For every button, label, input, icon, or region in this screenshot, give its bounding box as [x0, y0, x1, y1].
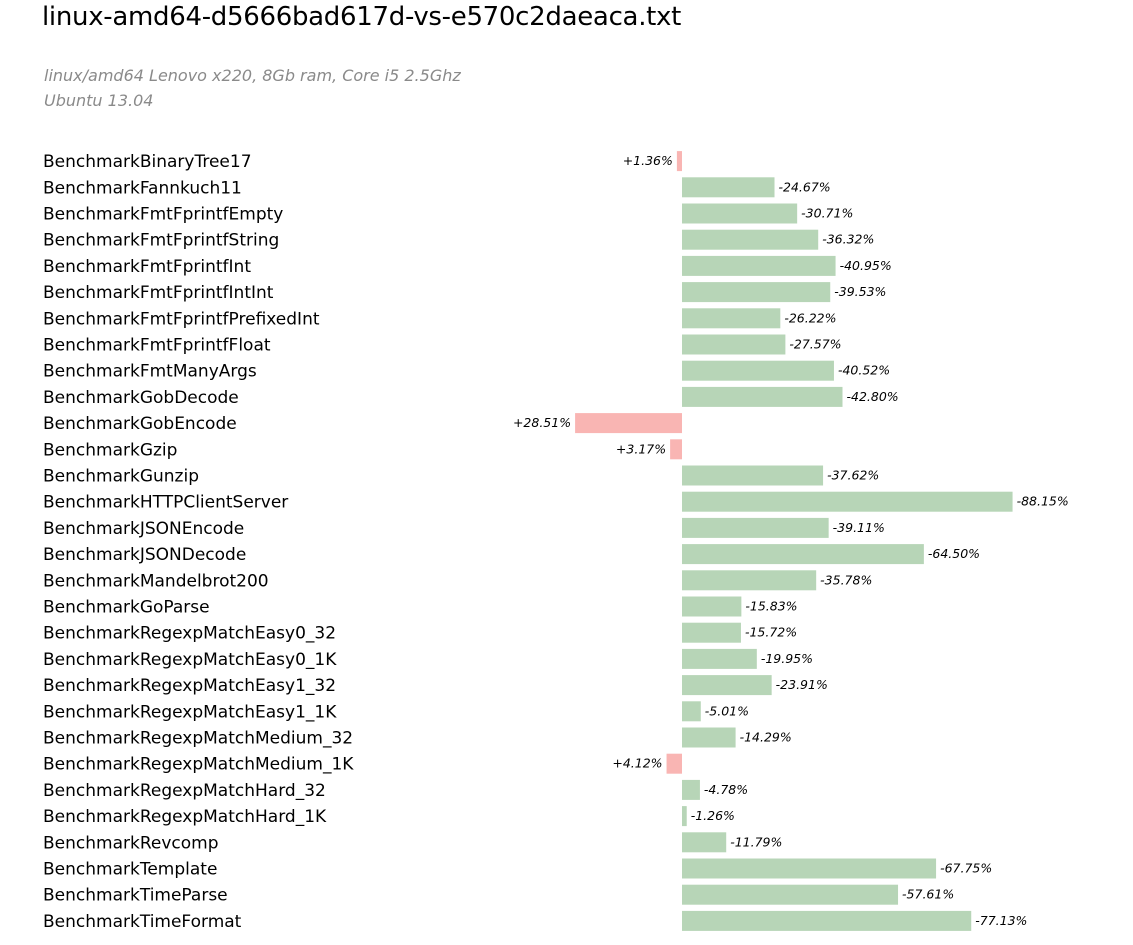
category-label: BenchmarkRegexpMatchMedium_1K: [43, 755, 354, 775]
category-label: BenchmarkRegexpMatchHard_1K: [43, 807, 327, 827]
category-label: BenchmarkGobEncode: [43, 414, 237, 434]
bar: [666, 753, 682, 774]
category-label: BenchmarkGzip: [43, 440, 177, 460]
category-label: BenchmarkRegexpMatchHard_32: [43, 781, 326, 801]
bar: [682, 648, 757, 669]
category-label: BenchmarkFmtManyArgs: [43, 362, 257, 382]
bar: [682, 282, 831, 303]
value-label: -64.50%: [928, 546, 980, 561]
bar: [682, 386, 843, 407]
bar: [682, 701, 701, 722]
bar: [682, 779, 700, 800]
value-label: -35.78%: [820, 572, 872, 587]
category-label: BenchmarkRegexpMatchEasy1_1K: [43, 702, 337, 722]
value-label: -57.61%: [902, 887, 954, 902]
value-label: -39.53%: [834, 284, 886, 299]
bar: [682, 910, 972, 931]
bar: [676, 151, 682, 172]
category-label: BenchmarkTimeFormat: [43, 912, 242, 932]
bar: [670, 439, 682, 460]
bar: [575, 413, 682, 434]
bar: [682, 675, 772, 696]
subtitle-line-2: Ubuntu 13.04: [44, 91, 154, 110]
subtitle: linux/amd64 Lenovo x220, 8Gb ram, Core i…: [44, 63, 461, 113]
value-label: -37.62%: [827, 468, 879, 483]
bar: [682, 727, 736, 748]
bar: [682, 308, 781, 329]
bar: [682, 544, 924, 565]
value-label: -67.75%: [940, 861, 992, 876]
value-label: -1.26%: [691, 808, 735, 823]
value-label: -4.78%: [704, 782, 748, 797]
bar: [682, 832, 727, 853]
category-label: BenchmarkBinaryTree17: [43, 152, 252, 172]
category-label: BenchmarkRegexpMatchEasy0_1K: [43, 650, 337, 670]
value-label: -88.15%: [1017, 494, 1069, 509]
value-label: +28.51%: [513, 415, 571, 430]
value-label: +1.36%: [623, 153, 673, 168]
category-label: BenchmarkFmtFprintfIntInt: [43, 283, 274, 303]
category-label: BenchmarkFmtFprintfString: [43, 231, 279, 251]
category-label: BenchmarkTemplate: [43, 860, 217, 880]
category-label: BenchmarkTimeParse: [43, 886, 228, 906]
category-label: BenchmarkHTTPClientServer: [43, 493, 288, 513]
value-label: -27.57%: [789, 337, 841, 352]
bar: [682, 334, 786, 355]
category-label: BenchmarkFmtFprintfPrefixedInt: [43, 309, 320, 329]
bar: [682, 517, 829, 538]
bar: [682, 177, 775, 198]
bar: [682, 596, 742, 617]
value-label: -39.11%: [833, 520, 885, 535]
value-label: -15.72%: [745, 625, 797, 640]
category-label: BenchmarkMandelbrot200: [43, 571, 269, 591]
category-label: BenchmarkRegexpMatchEasy1_32: [43, 676, 336, 696]
bar: [682, 570, 817, 591]
bar: [682, 203, 798, 224]
value-label: -36.32%: [822, 232, 874, 247]
category-label: BenchmarkGobDecode: [43, 388, 239, 408]
bar: [682, 491, 1013, 512]
category-label: BenchmarkGoParse: [43, 598, 210, 618]
category-label: BenchmarkRegexpMatchMedium_32: [43, 729, 353, 749]
bar: [682, 858, 937, 879]
value-label: -5.01%: [705, 703, 749, 718]
category-label: BenchmarkGunzip: [43, 467, 199, 487]
value-label: -15.83%: [745, 599, 797, 614]
category-label: BenchmarkJSONDecode: [43, 545, 246, 565]
value-label: -30.71%: [801, 206, 853, 221]
bar: [682, 229, 819, 250]
value-label: -24.67%: [779, 179, 831, 194]
subtitle-line-1: linux/amd64 Lenovo x220, 8Gb ram, Core i…: [44, 66, 461, 85]
value-label: -77.13%: [975, 913, 1027, 928]
page-title: linux-amd64-d5666bad617d-vs-e570c2daeaca…: [42, 2, 682, 32]
bar: [682, 622, 741, 643]
category-label: BenchmarkFmtFprintfEmpty: [43, 205, 283, 225]
value-label: -23.91%: [776, 677, 828, 692]
category-label: BenchmarkFmtFprintfFloat: [43, 336, 271, 356]
value-label: -40.52%: [838, 363, 890, 378]
value-label: -26.22%: [784, 310, 836, 325]
value-label: -14.29%: [740, 730, 792, 745]
value-label: +3.17%: [616, 441, 666, 456]
bar: [682, 465, 824, 486]
value-label: -40.95%: [840, 258, 892, 273]
bar: [682, 806, 687, 827]
bar: [682, 255, 836, 276]
bar: [682, 360, 834, 381]
category-label: BenchmarkJSONEncode: [43, 519, 244, 539]
bar: [682, 884, 899, 905]
value-label: -11.79%: [730, 834, 782, 849]
category-label: BenchmarkFannkuch11: [43, 178, 242, 198]
value-label: -42.80%: [847, 389, 899, 404]
category-label: BenchmarkRegexpMatchEasy0_32: [43, 624, 336, 644]
value-label: +4.12%: [612, 756, 662, 771]
category-label: BenchmarkRevcomp: [43, 833, 219, 853]
category-label: BenchmarkFmtFprintfInt: [43, 257, 251, 277]
value-label: -19.95%: [761, 651, 813, 666]
